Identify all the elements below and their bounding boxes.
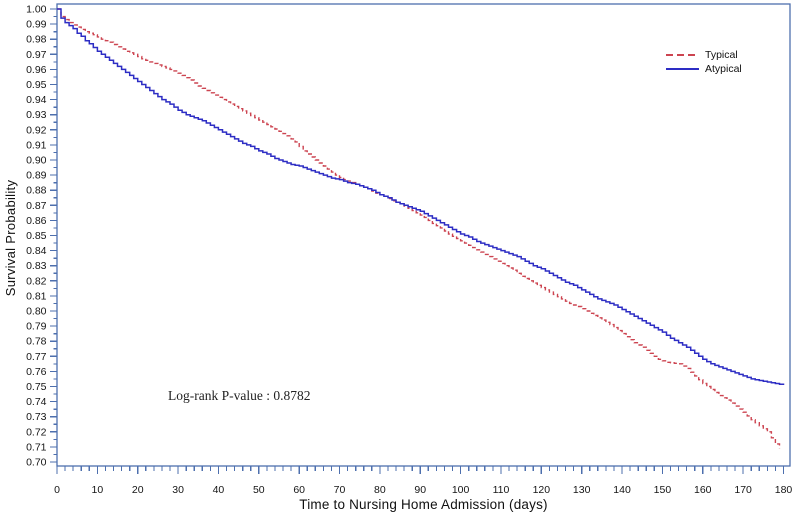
y-tick-label: 0.92 — [26, 124, 47, 136]
x-tick-label: 110 — [493, 484, 510, 496]
x-tick-label: 0 — [54, 484, 60, 496]
y-tick-label: 0.97 — [26, 49, 47, 61]
x-tick-label: 40 — [213, 484, 225, 496]
y-tick-label: 0.91 — [26, 139, 47, 151]
y-tick-label: 0.89 — [26, 170, 47, 182]
x-tick-label: 60 — [293, 484, 305, 496]
x-tick-label: 150 — [654, 484, 672, 496]
y-tick-label: 0.95 — [26, 79, 47, 91]
x-tick-label: 180 — [775, 484, 793, 496]
y-tick-label: 0.79 — [26, 321, 47, 333]
y-tick-label: 0.81 — [26, 290, 47, 302]
x-axis-label: Time to Nursing Home Admission (days) — [299, 497, 548, 512]
y-tick-label: 0.88 — [26, 185, 47, 197]
legend-label-atypical: Atypical — [705, 62, 742, 75]
y-tick-label: 0.98 — [26, 34, 47, 46]
y-tick-label: 0.77 — [26, 351, 47, 363]
y-tick-label: 0.76 — [26, 366, 47, 378]
y-tick-label: 0.78 — [26, 336, 47, 348]
atypical-solid-line-swatch — [666, 68, 699, 70]
y-tick-label: 0.85 — [26, 230, 47, 242]
x-tick-label: 130 — [573, 484, 591, 496]
x-tick-label: 120 — [533, 484, 551, 496]
y-axis-label: Survival Probability — [3, 179, 18, 297]
y-tick-label: 0.99 — [26, 19, 47, 31]
y-tick-label: 0.70 — [26, 457, 47, 469]
y-tick-label: 0.86 — [26, 215, 47, 227]
legend-item-typical: Typical — [666, 48, 742, 62]
y-tick-label: 0.84 — [26, 245, 47, 257]
x-tick-label: 30 — [172, 484, 184, 496]
y-tick-label: 0.74 — [26, 396, 47, 408]
legend-label-typical: Typical — [705, 48, 738, 61]
y-tick-label: 0.90 — [26, 155, 47, 167]
y-tick-label: 0.75 — [26, 381, 47, 393]
y-tick-label: 0.83 — [26, 260, 47, 272]
y-tick-label: 0.96 — [26, 64, 47, 76]
x-tick-label: 160 — [694, 484, 712, 496]
y-tick-label: 0.71 — [26, 441, 47, 453]
y-tick-label: 0.93 — [26, 109, 47, 121]
x-tick-label: 80 — [374, 484, 386, 496]
legend-item-atypical: Atypical — [666, 62, 742, 76]
x-tick-label: 90 — [414, 484, 426, 496]
x-tick-label: 170 — [734, 484, 752, 496]
x-tick-label: 10 — [92, 484, 104, 496]
curve-typical — [57, 8, 781, 449]
y-tick-label: 0.87 — [26, 200, 47, 212]
y-tick-label: 0.94 — [26, 94, 47, 106]
y-axis-ticks: 1.00 0.99 0.98 0.97 0.96 0.95 0.94 0.93 0.92 0.91… — [26, 4, 57, 469]
legend: Typical Atypical — [666, 48, 742, 76]
y-tick-label: 0.80 — [26, 306, 47, 318]
x-tick-label: 20 — [132, 484, 144, 496]
x-tick-label: 70 — [334, 484, 346, 496]
y-tick-label: 0.82 — [26, 275, 47, 287]
x-tick-label: 50 — [253, 484, 265, 496]
x-axis-ticks: 0 10 20 30 40 50 60 70 80 90 100 110 120 130 140 150 160… — [54, 466, 792, 496]
y-tick-label: 0.72 — [26, 426, 47, 438]
typical-dashed-line-swatch — [666, 54, 699, 56]
x-tick-label: 140 — [613, 484, 631, 496]
y-tick-label: 0.73 — [26, 411, 47, 423]
y-tick-label: 1.00 — [26, 4, 47, 16]
curve-atypical — [57, 8, 785, 385]
log-rank-pvalue-annotation: Log-rank P-value : 0.8782 — [168, 388, 311, 403]
x-tick-label: 100 — [452, 484, 470, 496]
